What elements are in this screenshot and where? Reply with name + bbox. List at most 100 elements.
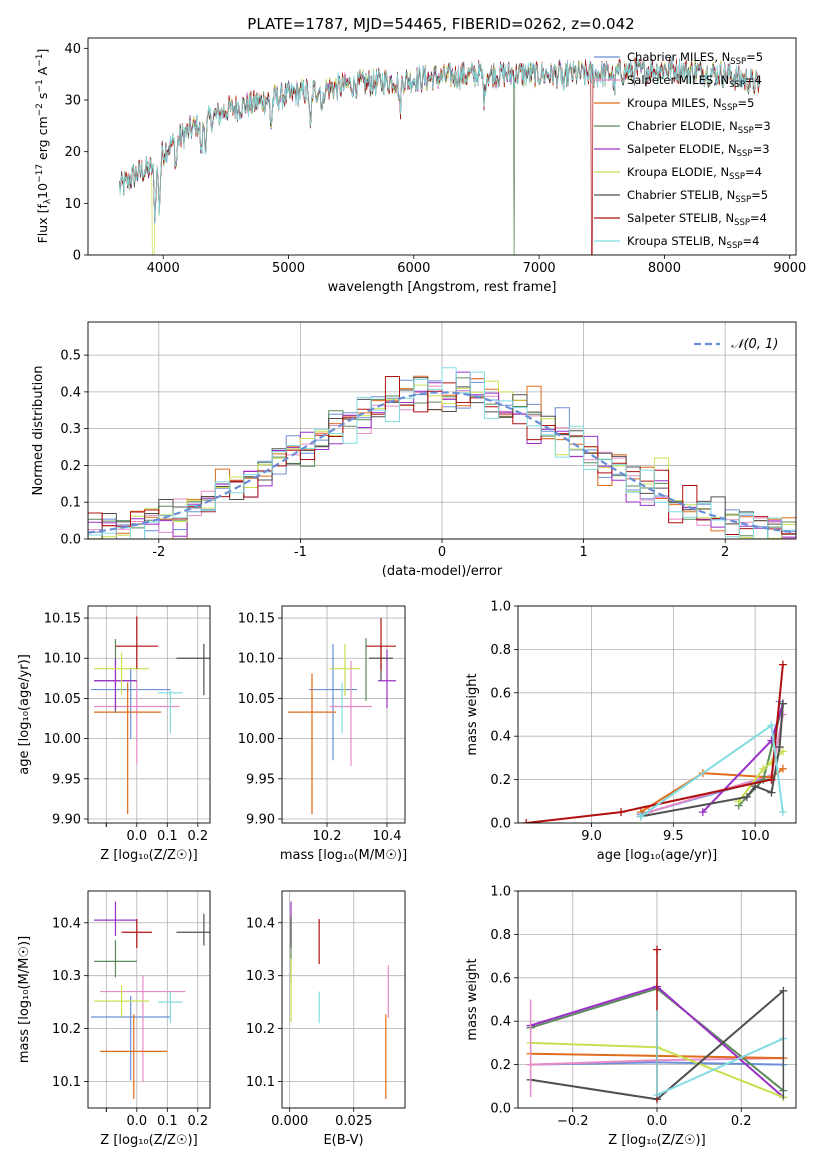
spectrum-plot	[118, 55, 760, 255]
errorbar-kroupa-elodie	[94, 652, 149, 695]
legend-label: 𝒩(0, 1)	[731, 337, 778, 352]
legend-label: Chabrier STELIB, NSSP=5	[627, 188, 768, 205]
errorbar-chabrier-miles	[91, 995, 171, 1081]
age-z-frame	[87, 605, 211, 824]
y-tick-label: 0	[73, 249, 81, 264]
x-tick-label: 8000	[648, 261, 681, 276]
spectrum-xlabel: wavelength [Angstrom, rest frame]	[328, 280, 557, 295]
mw-z-frame	[517, 890, 797, 1109]
x-tick-label: 0.2	[731, 1114, 752, 1129]
age-z-ylabel: age [log₁₀(age/yr)]	[17, 654, 32, 775]
mass-z-frame	[87, 890, 211, 1109]
x-tick-label: 2	[721, 545, 729, 560]
mw-age-ylabel: mass weight	[465, 673, 480, 755]
errorbar-kroupa-miles	[288, 673, 336, 815]
x-tick-label: 0.2	[187, 829, 208, 844]
mw-point	[636, 812, 645, 821]
mass-ebv-plot	[290, 901, 389, 1100]
spectrum-line-salpeter-stelib	[118, 56, 760, 255]
legend-label: Salpeter ELODIE, NSSP=3	[627, 142, 770, 159]
normal-curve	[88, 391, 796, 534]
mw-z-ylabel: mass weight	[465, 958, 480, 1040]
y-tick-label: 10.05	[44, 692, 81, 707]
y-tick-label: 10.1	[52, 1075, 81, 1090]
y-tick-label: 0.3	[60, 422, 81, 437]
y-tick-label: 40	[64, 42, 81, 57]
residual-hist-kroupa-stelib	[88, 367, 796, 539]
y-tick-label: 0.2	[490, 1058, 511, 1073]
y-tick-label: 10.4	[52, 916, 81, 931]
mass-ebv-xlabel: E(B-V)	[323, 1133, 363, 1148]
errorbar-chabrier-miles	[91, 667, 171, 739]
errorbar-chabrier-stelib	[176, 643, 210, 696]
y-tick-label: 30	[64, 94, 81, 109]
age-z-xlabel: Z [log₁₀(Z/Z☉)]	[100, 848, 197, 863]
mw-point	[778, 699, 787, 708]
legend-label: Kroupa MILES, NSSP=5	[627, 96, 754, 113]
x-tick-label: 0.0	[647, 1114, 668, 1129]
errorbar-salpeter-miles	[94, 680, 180, 765]
mw-line-kroupa-stelib	[636, 721, 787, 821]
mass-ebv-axes: 0.000 0.025 10.1 10.2 10.3 10.4	[246, 891, 405, 1129]
errorbar-kroupa-miles	[100, 1014, 168, 1100]
residuals-frame	[87, 321, 797, 540]
y-tick-label: 0.0	[60, 533, 81, 548]
y-tick-label: 10.00	[238, 732, 275, 747]
y-tick-label: 0.4	[60, 385, 81, 400]
mw-age-xlabel: age [log₁₀(age/yr)]	[597, 848, 718, 863]
x-tick-label: 0.0	[126, 1114, 147, 1129]
age-z-axes: 0.0 0.1 0.2 9.90 9.95 10.00 10.05 10.10 10.15	[44, 606, 210, 844]
mw-point	[522, 819, 531, 823]
legend-label: Salpeter STELIB, NSSP=4	[627, 211, 767, 228]
mw-z-xlabel: Z [log₁₀(Z/Z☉)]	[608, 1133, 705, 1148]
mw-point	[767, 721, 776, 730]
mw-point	[775, 743, 784, 752]
x-tick-label: 0.025	[335, 1114, 372, 1129]
x-tick-label: -2	[152, 545, 165, 560]
x-tick-label: 1	[579, 545, 587, 560]
y-tick-label: 20	[64, 145, 81, 160]
x-tick-label: 0	[438, 545, 446, 560]
residuals-ylabel: Normed distribution	[31, 366, 46, 496]
y-tick-label: 10.10	[238, 652, 275, 667]
errorbar-chabrier-stelib	[176, 913, 210, 946]
y-tick-label: 10.1	[246, 1075, 275, 1090]
y-tick-label: 0.2	[60, 459, 81, 474]
y-tick-label: 9.90	[52, 812, 81, 827]
y-tick-label: 10.3	[52, 969, 81, 984]
y-tick-label: 0.4	[490, 1015, 511, 1030]
y-tick-label: 1.0	[490, 600, 511, 615]
x-tick-label: 9.5	[663, 829, 684, 844]
y-tick-label: 0.6	[490, 971, 511, 986]
errorbar-salpeter-stelib	[115, 616, 159, 669]
y-tick-label: 9.95	[246, 772, 275, 787]
mw-point	[759, 764, 768, 773]
errorbar-chabrier-miles	[309, 643, 357, 761]
legend-label: Chabrier MILES, NSSP=5	[627, 50, 763, 67]
x-tick-label: 10.0	[741, 829, 770, 844]
errorbar-chabrier-elodie	[94, 940, 137, 978]
y-tick-label: 0.4	[490, 730, 511, 745]
errorbar-kroupa-miles	[94, 682, 162, 815]
y-tick-label: 10.2	[246, 1022, 275, 1037]
y-tick-label: 0.5	[60, 349, 81, 364]
errorbar-kroupa-elodie	[330, 643, 360, 697]
x-tick-label: -1	[294, 545, 307, 560]
errorbar-kroupa-stelib	[158, 690, 183, 733]
residuals-plot	[88, 367, 796, 539]
y-tick-label: 0.0	[490, 1102, 511, 1117]
errorbar-salpeter-elodie	[94, 659, 137, 711]
y-tick-label: 0.2	[490, 773, 511, 788]
y-tick-label: 10.3	[246, 969, 275, 984]
x-tick-label: 0.000	[271, 1114, 308, 1129]
mw-point	[778, 747, 787, 756]
errorbar-salpeter-stelib	[121, 919, 153, 949]
y-tick-label: 0.1	[60, 496, 81, 511]
legend-label: Chabrier ELODIE, NSSP=3	[627, 119, 771, 136]
y-tick-label: 10.15	[238, 612, 275, 627]
x-tick-label: 9.0	[581, 829, 602, 844]
y-tick-label: 9.95	[52, 772, 81, 787]
x-tick-label: 10.4	[373, 829, 402, 844]
y-tick-label: 10	[64, 197, 81, 212]
